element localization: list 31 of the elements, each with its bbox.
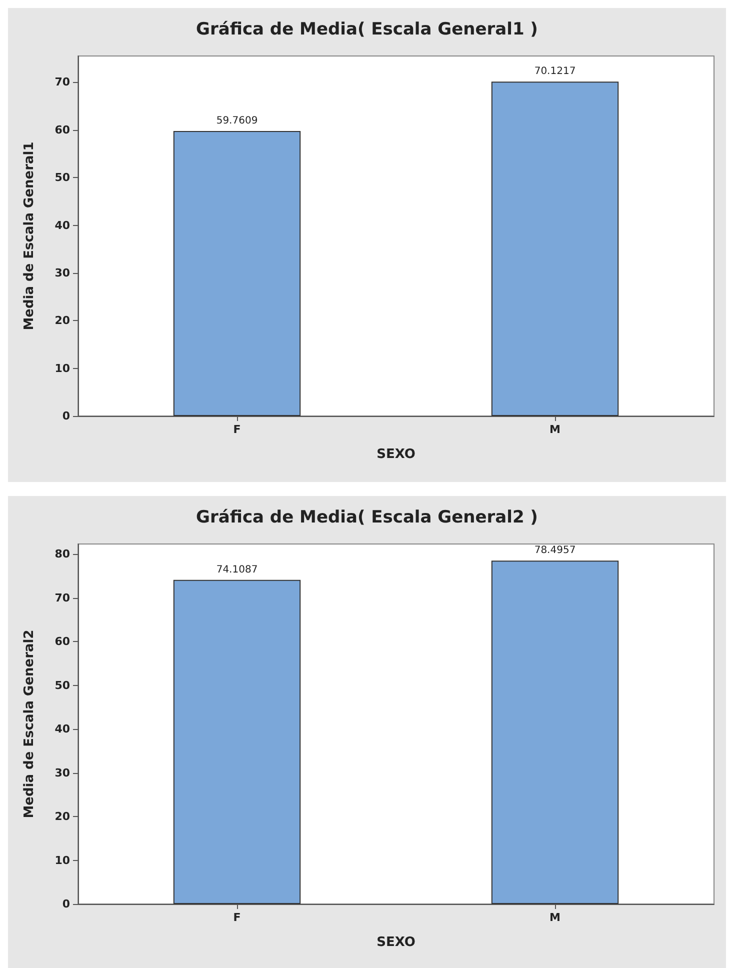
y-tick-label: 60 <box>54 123 70 136</box>
y-tick-label: 10 <box>54 854 70 867</box>
data-label: 59.7609 <box>216 116 258 127</box>
data-label: 74.1087 <box>216 564 258 576</box>
x-axis-title: SEXO <box>376 935 416 950</box>
y-tick-label: 20 <box>54 314 70 328</box>
chart-title: Gráfica de Media( Escala General1 ) <box>196 20 538 40</box>
y-tick-label: 20 <box>54 810 70 824</box>
x-tick-label: F <box>233 911 241 924</box>
y-tick-label: 40 <box>54 722 70 736</box>
y-tick-label: 30 <box>54 766 70 780</box>
x-tick-label: F <box>233 423 241 436</box>
y-tick-label: 40 <box>54 218 70 232</box>
y-tick-label: 70 <box>54 591 70 604</box>
y-axis-title: Media de Escala General1 <box>22 142 37 330</box>
x-tick-label: M <box>550 911 560 924</box>
x-axis-title: SEXO <box>376 447 416 462</box>
y-tick-label: 70 <box>54 76 70 89</box>
x-tick-label: M <box>550 423 560 436</box>
chart-title: Gráfica de Media( Escala General2 ) <box>196 508 538 528</box>
y-tick-label: 0 <box>62 898 70 910</box>
y-tick-label: 60 <box>54 635 70 648</box>
y-tick-label: 80 <box>54 548 70 561</box>
data-label: 78.4957 <box>534 545 576 556</box>
y-tick-label: 0 <box>62 410 70 422</box>
y-tick-label: 30 <box>54 266 70 280</box>
y-axis-title: Media de Escala General2 <box>22 630 37 818</box>
data-label: 70.1217 <box>534 66 576 78</box>
y-tick-label: 50 <box>54 171 70 184</box>
y-tick-label: 10 <box>54 362 70 375</box>
y-tick-label: 50 <box>54 678 70 692</box>
